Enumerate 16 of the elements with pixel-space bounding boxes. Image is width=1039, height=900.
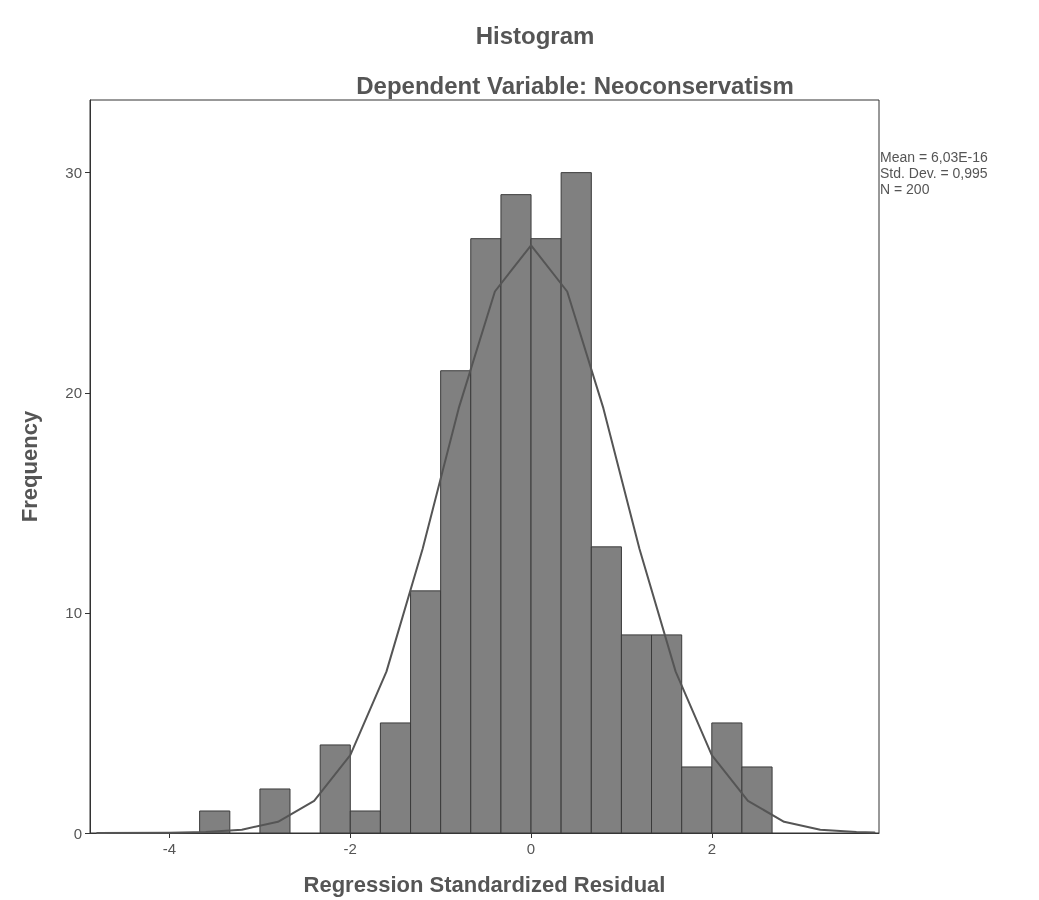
- chart-title: Histogram: [475, 21, 595, 49]
- x-tick-label: 2: [707, 840, 716, 857]
- text: Std. Dev. = 0,995: [880, 165, 988, 181]
- y-tick-label: 10: [65, 604, 82, 622]
- chart-subtitle: Dependent Variable: Neoconservatism: [356, 71, 794, 99]
- y-tick-label: 0: [73, 824, 82, 842]
- text: Mean = 6,03E-16: [880, 149, 989, 165]
- text: N = 200: [880, 181, 930, 197]
- line-series: [96, 244, 876, 834]
- x-tick-label: -2: [343, 840, 357, 857]
- y-tick-label: 20: [65, 384, 82, 402]
- x-tick-label: 0: [526, 840, 536, 857]
- y-axis-title: Frequency: [16, 410, 42, 523]
- y-tick-label: 30: [65, 164, 82, 182]
- x-axis-title: Regression Standardized Residual: [303, 871, 666, 897]
- x-tick-label: -4: [162, 840, 177, 857]
